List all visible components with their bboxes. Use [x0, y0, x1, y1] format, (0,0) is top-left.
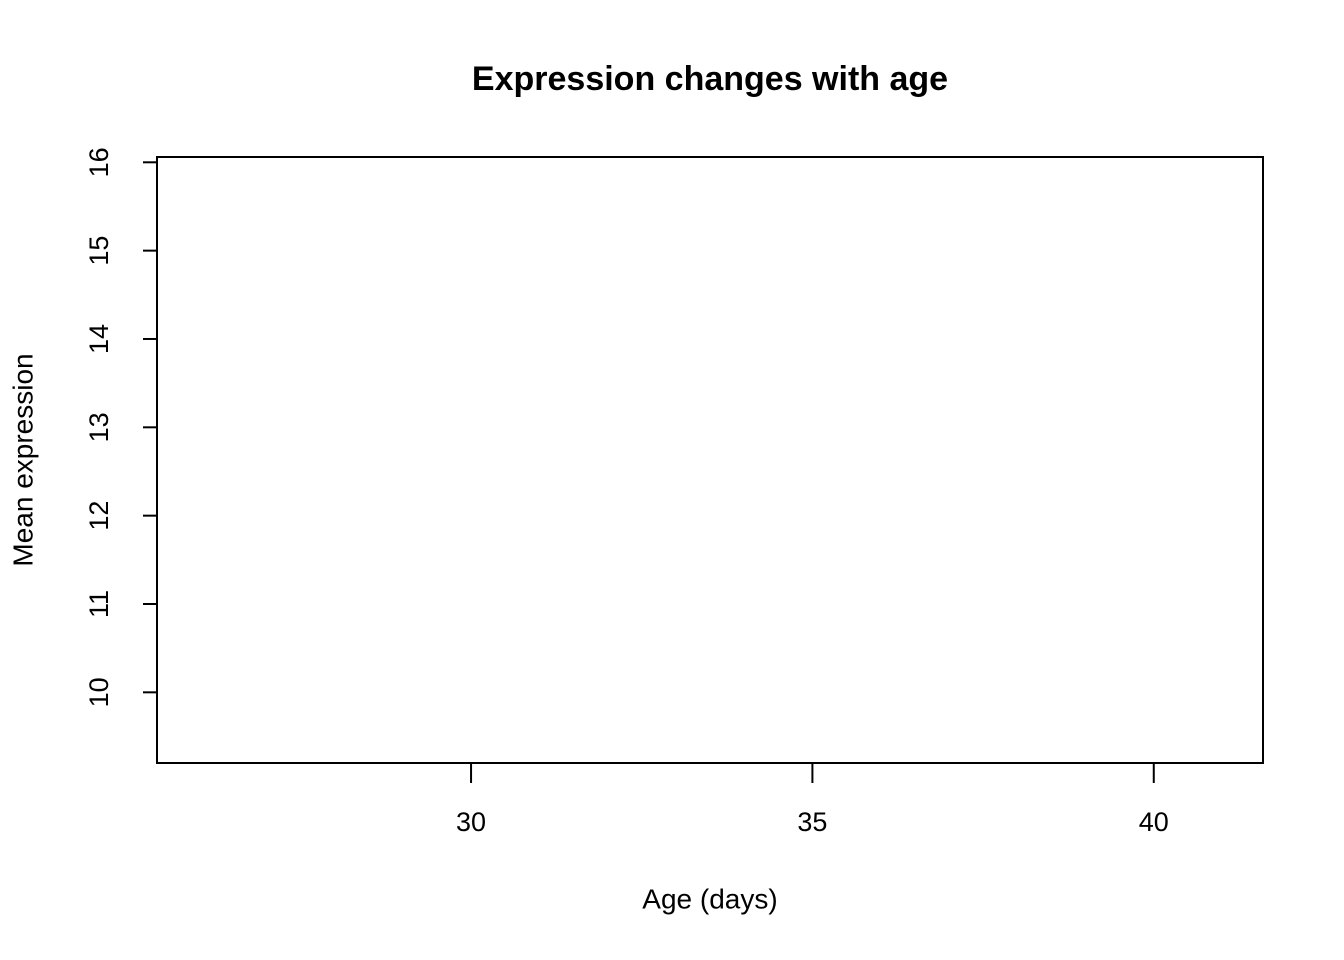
x-tick-label: 30 [456, 807, 486, 837]
chart-title: Expression changes with age [472, 60, 948, 98]
y-tick-label: 16 [84, 147, 114, 177]
y-tick-label: 12 [84, 501, 114, 531]
x-axis-label: Age (days) [642, 883, 777, 914]
y-tick-label: 15 [84, 236, 114, 266]
y-tick-label: 11 [84, 590, 114, 618]
x-tick-label: 40 [1139, 807, 1169, 837]
y-tick-label: 13 [84, 412, 114, 442]
plot-frame [156, 156, 1264, 764]
y-tick-label: 10 [84, 677, 114, 707]
y-tick-label: 14 [84, 324, 114, 354]
x-tick-label: 35 [797, 807, 827, 837]
y-axis-label: Mean expression [7, 353, 38, 566]
